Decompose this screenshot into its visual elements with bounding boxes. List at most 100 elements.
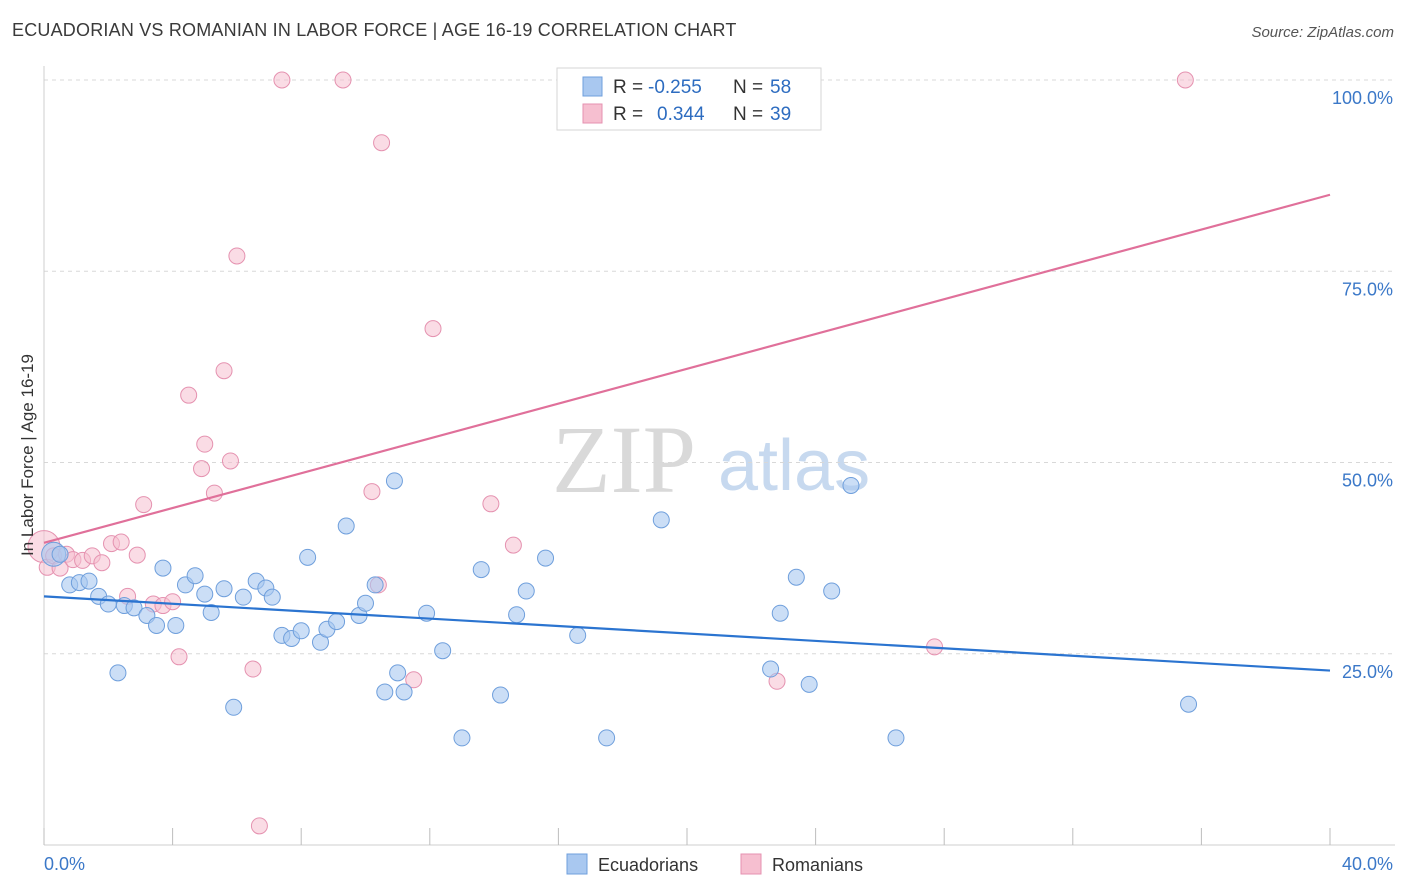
legend-swatch-ecuadorians — [566, 853, 588, 875]
legend-n-label: N = — [733, 104, 763, 125]
romanian-point — [193, 460, 211, 478]
romanian-point — [215, 362, 233, 380]
legend-r-value: -0.255 — [648, 77, 702, 98]
ecuadorian-point — [823, 582, 841, 600]
romanian-point — [334, 71, 352, 89]
romanian-point — [112, 533, 130, 551]
y-tick-label: 25.0% — [1342, 662, 1393, 682]
romanian-point — [424, 320, 442, 338]
watermark-atlas: atlas — [718, 426, 870, 506]
romanian-trend-line — [43, 193, 1331, 544]
ecuadorian-point — [148, 616, 166, 634]
ecuadorian-point — [167, 616, 185, 634]
legend-r-label: R = — [613, 77, 643, 98]
ecuadorian-point — [80, 572, 98, 590]
romanian-point — [135, 496, 153, 514]
ecuadorian-point — [569, 626, 587, 644]
chart-title: ECUADORIAN VS ROMANIAN IN LABOR FORCE | … — [12, 20, 737, 40]
trend-lines — [43, 193, 1331, 672]
legend-r-label: R = — [613, 104, 643, 125]
legend-n-value: 58 — [770, 77, 791, 98]
correlation-legend: R = -0.255 N = 58 R = 0.344 N = 39 — [556, 67, 822, 131]
ecuadorian-point — [99, 595, 117, 613]
romanian-point — [504, 536, 522, 554]
ecuadorian-point — [492, 686, 510, 704]
ecuadorian-point — [453, 729, 471, 747]
ecuadorian-point — [598, 729, 616, 747]
x-tick-label: 40.0% — [1342, 854, 1393, 874]
romanian-point — [363, 483, 381, 501]
ecuadorian-point — [537, 549, 555, 567]
ecuadorian-trend-line — [43, 595, 1331, 672]
legend-swatch-romanian — [582, 103, 603, 124]
romanian-point — [482, 495, 500, 513]
x-tick-labels: 0.0% 40.0% — [44, 854, 1393, 874]
ecuadorian-point — [196, 585, 214, 603]
ecuadorian-point — [299, 548, 317, 566]
x-tick-label: 0.0% — [44, 854, 85, 874]
ecuadorian-point — [109, 664, 127, 682]
ecuadorian-points — [41, 472, 1198, 747]
watermark-zip: ZIP — [552, 406, 696, 513]
romanian-point — [1176, 71, 1194, 89]
source-credit: Source: ZipAtlas.com — [1251, 24, 1394, 41]
romanian-point — [164, 593, 182, 611]
ecuadorian-point — [508, 606, 526, 624]
legend-label-ecuadorians: Ecuadorians — [598, 855, 698, 875]
ecuadorian-point — [395, 683, 413, 701]
ecuadorian-point — [125, 599, 143, 617]
ecuadorian-point — [800, 675, 818, 693]
y-tick-label: 50.0% — [1342, 471, 1393, 491]
axes — [43, 66, 1395, 846]
romanian-point — [196, 435, 214, 453]
romanian-point — [373, 134, 391, 152]
ecuadorian-point — [887, 729, 905, 747]
ecuadorian-point — [652, 511, 670, 529]
legend-n-label: N = — [733, 77, 763, 98]
romanian-point — [273, 71, 291, 89]
romanian-point — [405, 671, 423, 689]
ecuadorian-point — [337, 517, 355, 535]
ecuadorian-point — [234, 588, 252, 606]
ecuadorian-point — [263, 588, 281, 606]
romanian-point — [170, 648, 188, 666]
romanian-point — [128, 546, 146, 564]
ecuadorian-point — [357, 594, 374, 612]
y-axis-title: In Labor Force | Age 16-19 — [18, 354, 37, 556]
gridlines — [44, 79, 1395, 655]
y-tick-label: 75.0% — [1342, 279, 1393, 299]
ecuadorian-point — [762, 660, 780, 678]
romanian-point — [244, 660, 262, 678]
romanian-point — [250, 817, 268, 835]
ecuadorian-point — [389, 664, 407, 682]
ecuadorian-point — [517, 582, 535, 600]
ecuadorian-point — [771, 604, 789, 622]
romanian-point — [221, 452, 239, 470]
legend-swatch-romanians — [740, 853, 762, 875]
ecuadorian-point — [842, 476, 860, 494]
ecuadorian-point — [186, 567, 204, 585]
ecuadorian-point — [376, 683, 394, 701]
series-legend: Ecuadorians Romanians — [566, 853, 863, 875]
legend-swatch-ecuadorian — [582, 76, 603, 97]
ecuadorian-point — [154, 559, 172, 577]
ecuadorian-point — [385, 472, 403, 490]
romanian-point — [180, 386, 198, 404]
ecuadorian-point — [292, 622, 310, 640]
ecuadorian-point — [787, 568, 805, 586]
ecuadorian-point — [472, 561, 490, 579]
ecuadorian-point — [328, 613, 346, 631]
legend-label-romanians: Romanians — [772, 855, 863, 875]
legend-n-value: 39 — [770, 104, 791, 125]
romanian-point — [228, 247, 246, 265]
ecuadorian-point — [215, 580, 233, 598]
ecuadorian-point — [434, 642, 452, 660]
legend-r-value: 0.344 — [657, 104, 705, 125]
y-tick-labels: 25.0% 50.0% 75.0% 100.0% — [1332, 88, 1393, 682]
romanian-point — [93, 554, 111, 572]
ecuadorian-point — [202, 603, 220, 621]
ecuadorian-point — [51, 545, 69, 563]
ecuadorian-point — [225, 698, 243, 716]
y-tick-label: 100.0% — [1332, 88, 1393, 108]
